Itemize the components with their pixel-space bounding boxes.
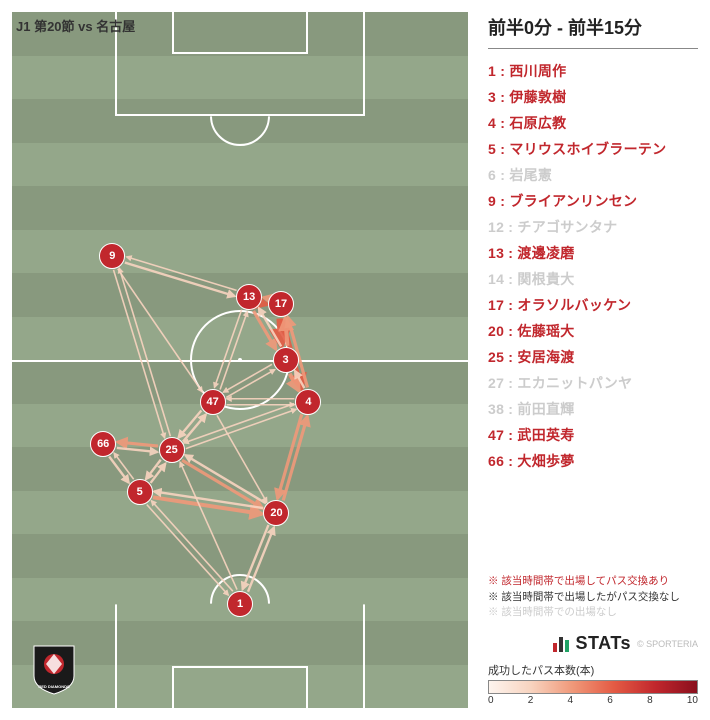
pass-edge — [263, 297, 268, 298]
player-row: 9 : ブライアンリンセン — [488, 191, 698, 211]
player-node: 9 — [99, 243, 125, 269]
player-node: 20 — [263, 500, 289, 526]
match-label: J1 第20節 vs 名古屋 — [16, 16, 135, 35]
player-row: 66 : 大畑歩夢 — [488, 451, 698, 471]
sidebar: 前半0分 - 前半15分 1 : 西川周作 3 : 伊藤敦樹 4 : 石原広教 5 :… — [480, 0, 710, 720]
pass-edge — [146, 460, 161, 480]
player-row: 47 : 武田英寿 — [488, 425, 698, 445]
pass-edge — [186, 409, 296, 448]
pass-edge — [114, 270, 165, 438]
player-row: 25 : 安居海渡 — [488, 347, 698, 367]
legend-title: 成功したパス本数(本) — [488, 662, 698, 678]
pass-edge — [117, 442, 158, 446]
pass-count-legend: 成功したパス本数(本) 0 2 4 6 8 10 — [488, 662, 698, 706]
player-node: 1 — [227, 591, 253, 617]
legend-tick: 6 — [607, 695, 613, 706]
legend-notes: ※ 該当時間帯で出場してパス交換あり※ 該当時間帯で出場したがパス交換なし※ 該… — [488, 574, 698, 621]
legend-tick: 10 — [687, 695, 698, 706]
player-row: 1 : 西川周作 — [488, 61, 698, 81]
legend-note: ※ 該当時間帯で出場してパス交換あり — [488, 574, 698, 590]
pass-edge — [248, 527, 274, 592]
pass-edge — [277, 414, 301, 498]
pass-edge — [262, 303, 267, 304]
legend-tick: 8 — [647, 695, 653, 706]
pass-edge — [285, 318, 287, 346]
pass-edge — [125, 263, 235, 297]
player-row: 20 : 佐藤瑶大 — [488, 321, 698, 341]
player-row: 38 : 前田直輝 — [488, 399, 698, 419]
pass-edge — [119, 268, 170, 436]
pass-edge — [127, 257, 237, 291]
legend-note: ※ 該当時間帯での出場なし — [488, 605, 698, 621]
player-row: 6 : 岩尾憲 — [488, 165, 698, 185]
player-row: 4 : 石原広教 — [488, 113, 698, 133]
legend-note: ※ 該当時間帯で出場したがパス交換なし — [488, 590, 698, 606]
pass-edge — [118, 269, 202, 392]
pitch: J1 第20節 vs 名古屋 RED DIAMONDS 134591317202… — [10, 10, 470, 710]
player-node: 47 — [200, 389, 226, 415]
player-row: 5 : マリウスホイブラーテン — [488, 139, 698, 159]
player-row: 12 : チアゴサンタナ — [488, 217, 698, 237]
svg-text:RED DIAMONDS: RED DIAMONDS — [38, 684, 70, 689]
pass-edge — [226, 370, 275, 398]
pass-edge — [147, 505, 229, 596]
pass-edge — [117, 448, 158, 452]
team-crest: RED DIAMONDS — [30, 642, 78, 696]
player-row: 3 : 伊藤敦樹 — [488, 87, 698, 107]
player-list: 1 : 西川周作 3 : 伊藤敦樹 4 : 石原広教 5 : マリウスホイブラーテン 6… — [488, 61, 698, 568]
player-row: 17 : オラソルバッケン — [488, 295, 698, 315]
stats-logo-icon — [552, 635, 570, 653]
player-row: 14 : 関根貴大 — [488, 269, 698, 289]
stats-logo: STATs © SPORTERIA — [488, 633, 698, 654]
stats-logo-text: STATs — [576, 633, 632, 654]
time-range-header: 前半0分 - 前半15分 — [488, 14, 698, 49]
player-row: 27 : エカニットパンヤ — [488, 373, 698, 393]
pass-edge — [214, 310, 241, 388]
pass-edge — [151, 463, 166, 483]
pass-edge — [184, 404, 294, 443]
pass-edge — [223, 364, 272, 392]
pass-edge — [220, 312, 247, 390]
player-row: 13 : 渡邊凌磨 — [488, 243, 698, 263]
pass-edge — [151, 501, 233, 592]
player-node: 13 — [236, 284, 262, 310]
legend-ticks: 0 2 4 6 8 10 — [488, 695, 698, 706]
legend-tick: 4 — [568, 695, 574, 706]
pitch-container: J1 第20節 vs 名古屋 RED DIAMONDS 134591317202… — [0, 0, 480, 720]
pass-edge — [283, 416, 307, 500]
copyright: © SPORTERIA — [637, 639, 698, 649]
pass-edge — [242, 525, 268, 590]
player-node: 66 — [90, 431, 116, 457]
player-node: 3 — [273, 347, 299, 373]
legend-gradient-bar — [488, 680, 698, 694]
legend-tick: 2 — [528, 695, 534, 706]
player-node: 17 — [268, 291, 294, 317]
player-node: 25 — [159, 437, 185, 463]
player-node: 5 — [127, 479, 153, 505]
player-node: 4 — [295, 389, 321, 415]
legend-tick: 0 — [488, 695, 494, 706]
